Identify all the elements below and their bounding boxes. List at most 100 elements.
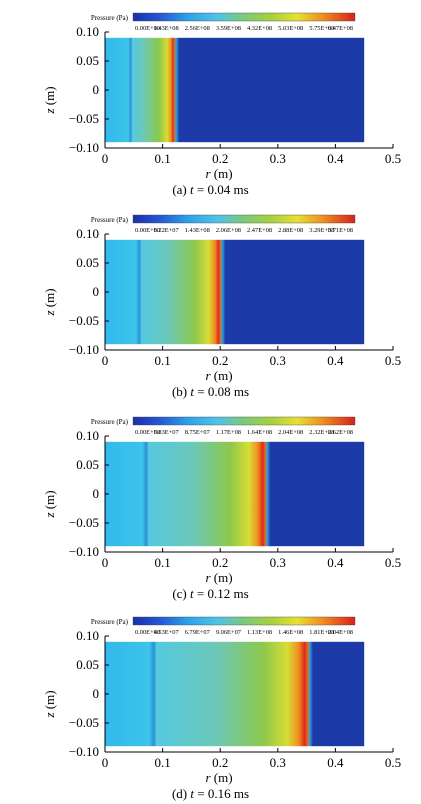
y-tick-label: 0.10 bbox=[76, 24, 99, 39]
colorbar-tick-label: 2.32E+08 bbox=[309, 429, 334, 436]
heatmap-panel: Pressure (Pa) 0.00E+00 1.43E+08 2.56E+08 3.5… bbox=[0, 0, 421, 200]
x-tick-label: 0.4 bbox=[327, 755, 344, 770]
x-tick-label: 0.1 bbox=[154, 353, 170, 368]
colorbar-tick-label: 1.64E+08 bbox=[247, 429, 272, 436]
y-tick-label: −0.10 bbox=[69, 544, 99, 559]
colorbar-tick-label: 5.83E+07 bbox=[154, 429, 180, 436]
colorbar-tick-label: 0.00E+00 bbox=[135, 227, 160, 234]
panel-caption: (c) t = 0.12 ms bbox=[0, 586, 421, 602]
y-tick-label: 0.05 bbox=[76, 657, 99, 672]
colorbar-tick-label: 5.03E+08 bbox=[278, 25, 303, 32]
colorbar-title: Pressure (Pa) bbox=[91, 216, 129, 224]
colorbar-tick-label: 8.22E+07 bbox=[154, 227, 180, 234]
x-tick-label: 0.4 bbox=[327, 353, 344, 368]
x-tick-label: 0.5 bbox=[385, 555, 401, 570]
y-axis-label: z (m) bbox=[42, 288, 57, 316]
y-tick-label: 0.10 bbox=[76, 628, 99, 643]
pressure-field bbox=[105, 239, 365, 345]
x-tick-label: 0.5 bbox=[385, 353, 401, 368]
colorbar-tick-label: 0.00E+00 bbox=[135, 429, 160, 436]
x-tick-label: 0.5 bbox=[385, 755, 401, 770]
x-axis-label: r (m) bbox=[205, 570, 232, 585]
y-tick-label: 0 bbox=[93, 284, 100, 299]
colorbar-tick-label: 3.59E+08 bbox=[216, 25, 241, 32]
heatmap-svg: Pressure (Pa) 0.00E+001.43E+08 2.56E+08 3.5… bbox=[42, 12, 401, 181]
y-tick-label: 0.10 bbox=[76, 428, 99, 443]
x-tick-label: 0.2 bbox=[212, 151, 228, 166]
caption-value: = 0.12 ms bbox=[193, 586, 249, 601]
y-tick-label: −0.05 bbox=[69, 715, 99, 730]
colorbar-tick-label: 3.71E+08 bbox=[328, 227, 353, 234]
heatmap-panel: Pressure (Pa) 0.00E+00 5.83E+07 8.75E+07 1.1… bbox=[0, 404, 421, 604]
heatmap-svg: Pressure (Pa) 0.00E+004.53E+07 6.79E+07 9.0… bbox=[42, 616, 401, 785]
colorbar bbox=[132, 416, 356, 426]
x-tick-label: 0 bbox=[102, 151, 109, 166]
heatmap-panel: Pressure (Pa) 0.00E+00 4.53E+07 6.79E+07 9.0… bbox=[0, 604, 421, 804]
caption-value: = 0.08 ms bbox=[194, 384, 250, 399]
colorbar-tick-label: 5.75E+08 bbox=[309, 25, 334, 32]
colorbar-tick-label: 2.47E+08 bbox=[247, 227, 272, 234]
x-tick-label: 0.1 bbox=[154, 755, 170, 770]
caption-variable: t bbox=[190, 384, 195, 399]
y-tick-label: 0.05 bbox=[76, 53, 99, 68]
y-tick-label: 0 bbox=[93, 686, 100, 701]
colorbar-tick-label: 4.53E+07 bbox=[154, 629, 180, 636]
colorbar-tick-label: 2.04E+08 bbox=[278, 429, 303, 436]
x-tick-label: 0 bbox=[102, 353, 109, 368]
colorbar-tick-label: 0.00E+00 bbox=[135, 25, 160, 32]
y-tick-label: −0.05 bbox=[69, 313, 99, 328]
y-tick-label: 0.05 bbox=[76, 255, 99, 270]
pressure-field bbox=[105, 441, 365, 547]
colorbar-tick-label: 1.46E+08 bbox=[278, 629, 303, 636]
x-tick-label: 0.4 bbox=[327, 555, 344, 570]
y-tick-label: −0.10 bbox=[69, 744, 99, 759]
colorbar-tick-label: 6.79E+07 bbox=[185, 629, 211, 636]
x-axis-label: r (m) bbox=[205, 770, 232, 785]
x-tick-label: 0 bbox=[102, 755, 109, 770]
colorbar-tick-label: 2.04E+08 bbox=[328, 629, 353, 636]
caption-prefix: (a) bbox=[172, 182, 191, 197]
panel-caption: (b) t = 0.08 ms bbox=[0, 384, 421, 400]
x-tick-label: 0.5 bbox=[385, 151, 401, 166]
caption-prefix: (c) bbox=[172, 586, 191, 601]
y-tick-label: −0.10 bbox=[69, 342, 99, 357]
x-tick-label: 0.1 bbox=[154, 555, 170, 570]
colorbar-tick-label: 8.75E+07 bbox=[185, 429, 211, 436]
y-tick-label: 0 bbox=[93, 486, 100, 501]
colorbar-tick-label: 4.32E+08 bbox=[247, 25, 272, 32]
caption-value: = 0.04 ms bbox=[193, 182, 249, 197]
x-axis-label: r (m) bbox=[205, 166, 232, 181]
heatmap-svg: Pressure (Pa) 0.00E+005.83E+07 8.75E+07 1.1… bbox=[42, 416, 401, 585]
colorbar bbox=[132, 12, 356, 22]
x-tick-label: 0.3 bbox=[270, 755, 286, 770]
caption-variable: t bbox=[190, 586, 194, 601]
x-axis-label: r (m) bbox=[205, 368, 232, 383]
colorbar-tick-label: 6.47E+08 bbox=[328, 25, 353, 32]
colorbar-tick-label: 0.00E+00 bbox=[135, 629, 160, 636]
colorbar-tick-label: 2.06E+08 bbox=[216, 227, 241, 234]
caption-variable: t bbox=[190, 182, 194, 197]
panel-caption: (d) t = 0.16 ms bbox=[0, 786, 421, 802]
pressure-field bbox=[105, 37, 365, 143]
colorbar-tick-label: 1.13E+08 bbox=[247, 629, 272, 636]
caption-prefix: (d) bbox=[171, 786, 191, 801]
colorbar-tick-label: 2.56E+08 bbox=[185, 25, 210, 32]
y-tick-label: −0.05 bbox=[69, 111, 99, 126]
y-axis-label: z (m) bbox=[42, 690, 57, 718]
colorbar-title: Pressure (Pa) bbox=[91, 14, 129, 22]
x-tick-label: 0 bbox=[102, 555, 109, 570]
y-tick-label: −0.05 bbox=[69, 515, 99, 530]
colorbar bbox=[132, 616, 356, 626]
y-tick-label: 0.05 bbox=[76, 457, 99, 472]
x-tick-label: 0.2 bbox=[212, 755, 228, 770]
panel-caption: (a) t = 0.04 ms bbox=[0, 182, 421, 198]
colorbar-tick-label: 9.06E+07 bbox=[216, 629, 242, 636]
pressure-field bbox=[105, 641, 365, 747]
colorbar-tick-label: 3.29E+08 bbox=[309, 227, 334, 234]
colorbar-tick-label: 2.88E+08 bbox=[278, 227, 303, 234]
y-axis-label: z (m) bbox=[42, 86, 57, 114]
colorbar-title: Pressure (Pa) bbox=[91, 418, 129, 426]
colorbar-title: Pressure (Pa) bbox=[91, 618, 129, 626]
y-axis-label: z (m) bbox=[42, 490, 57, 518]
caption-value: = 0.16 ms bbox=[194, 786, 250, 801]
